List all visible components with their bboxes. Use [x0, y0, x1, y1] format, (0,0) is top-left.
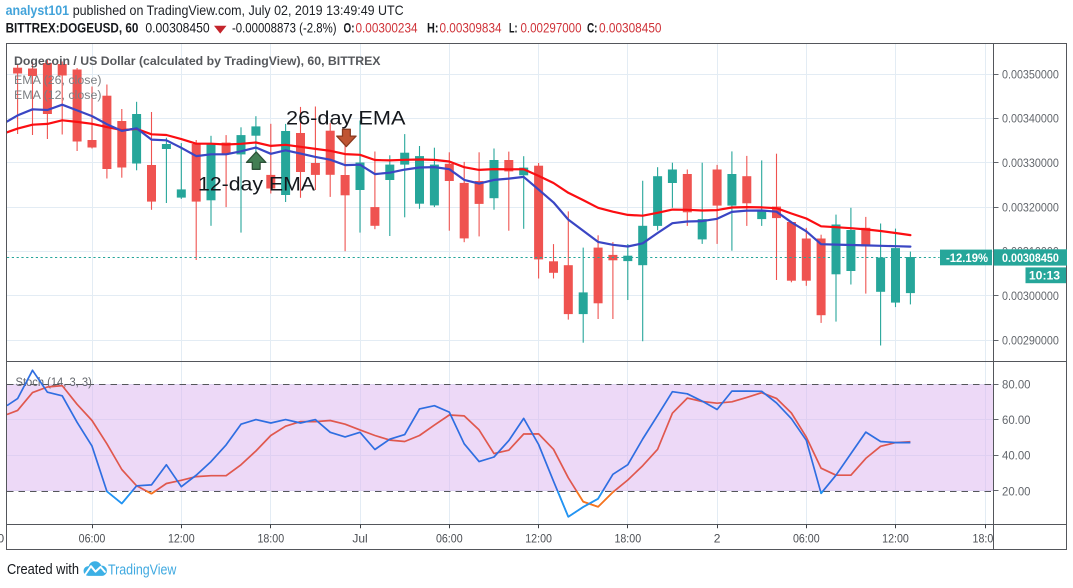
svg-text:12:00: 12:00: [882, 532, 909, 546]
svg-text:0.00320000: 0.00320000: [1002, 200, 1059, 214]
svg-text:06:00: 06:00: [79, 532, 106, 546]
svg-text:12:00: 12:00: [168, 532, 195, 546]
svg-text:Created with: Created with: [7, 562, 79, 578]
svg-text:12-day EMA: 12-day EMA: [198, 174, 315, 196]
svg-text:0.00308450: 0.00308450: [599, 20, 662, 36]
svg-text:-0.00008873 (-2.8%): -0.00008873 (-2.8%): [232, 20, 337, 36]
svg-text:BITTREX:DOGEUSD, 60: BITTREX:DOGEUSD, 60: [6, 20, 139, 36]
svg-text:06:00: 06:00: [793, 532, 820, 546]
svg-text:0.00300234: 0.00300234: [356, 20, 418, 36]
svg-text:0.00340000: 0.00340000: [1002, 112, 1059, 126]
svg-text:06:00: 06:00: [436, 532, 463, 546]
svg-text:analyst101: analyst101: [6, 2, 70, 18]
svg-text:0.00308450: 0.00308450: [145, 20, 209, 36]
svg-text:0.00330000: 0.00330000: [1002, 156, 1059, 170]
svg-text:0.00297000: 0.00297000: [521, 20, 582, 36]
svg-text:L:: L:: [509, 20, 518, 36]
svg-text:Dogecoin / US Dollar (calculat: Dogecoin / US Dollar (calculated by Trad…: [14, 54, 381, 68]
svg-text:0.00300000: 0.00300000: [1002, 289, 1059, 303]
svg-text:O:: O:: [344, 20, 355, 36]
svg-text:H:: H:: [427, 20, 439, 36]
svg-text:0.00290000: 0.00290000: [1002, 333, 1059, 347]
svg-text:30: 30: [0, 532, 4, 546]
svg-text:12:00: 12:00: [525, 532, 552, 546]
svg-text:Stoch (14, 3, 3): Stoch (14, 3, 3): [16, 375, 92, 389]
svg-text:C:: C:: [587, 20, 598, 36]
svg-text:80.00: 80.00: [1002, 378, 1031, 392]
svg-text:Jul: Jul: [352, 532, 367, 546]
svg-text:0.00350000: 0.00350000: [1002, 67, 1059, 81]
svg-text:26-day EMA: 26-day EMA: [286, 108, 406, 130]
svg-text:2: 2: [714, 532, 721, 546]
svg-text:10:13: 10:13: [1029, 269, 1060, 283]
svg-text:-12.19%: -12.19%: [946, 252, 988, 265]
svg-text:EMA (12, close): EMA (12, close): [14, 88, 102, 102]
svg-text:TradingView: TradingView: [108, 562, 176, 579]
svg-text:0.00308450: 0.00308450: [1002, 251, 1059, 265]
svg-text:18:00: 18:00: [973, 532, 1000, 546]
svg-text:18:00: 18:00: [257, 532, 284, 546]
svg-text:20.00: 20.00: [1002, 484, 1031, 498]
svg-text:40.00: 40.00: [1002, 449, 1031, 463]
svg-text:published on TradingView.com,: published on TradingView.com, July 02, 2…: [73, 2, 404, 18]
svg-text:0.00309834: 0.00309834: [440, 20, 502, 36]
svg-text:18:00: 18:00: [614, 532, 641, 546]
svg-text:60.00: 60.00: [1002, 413, 1031, 427]
svg-text:EMA (26, close): EMA (26, close): [14, 73, 102, 87]
